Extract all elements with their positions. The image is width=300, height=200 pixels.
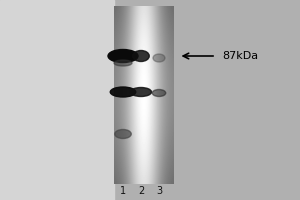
Bar (0, 0, 114, 200)
Ellipse shape (152, 90, 166, 97)
Ellipse shape (115, 130, 131, 138)
Ellipse shape (114, 60, 132, 66)
Text: 3: 3 (156, 186, 162, 196)
Ellipse shape (153, 54, 165, 62)
Ellipse shape (130, 88, 152, 97)
Ellipse shape (108, 49, 138, 62)
Text: 87kDa: 87kDa (222, 51, 258, 61)
Ellipse shape (110, 87, 136, 97)
Ellipse shape (133, 50, 149, 62)
Bar (174, 0, 300, 200)
Text: 1: 1 (120, 186, 126, 196)
Text: 2: 2 (138, 186, 144, 196)
